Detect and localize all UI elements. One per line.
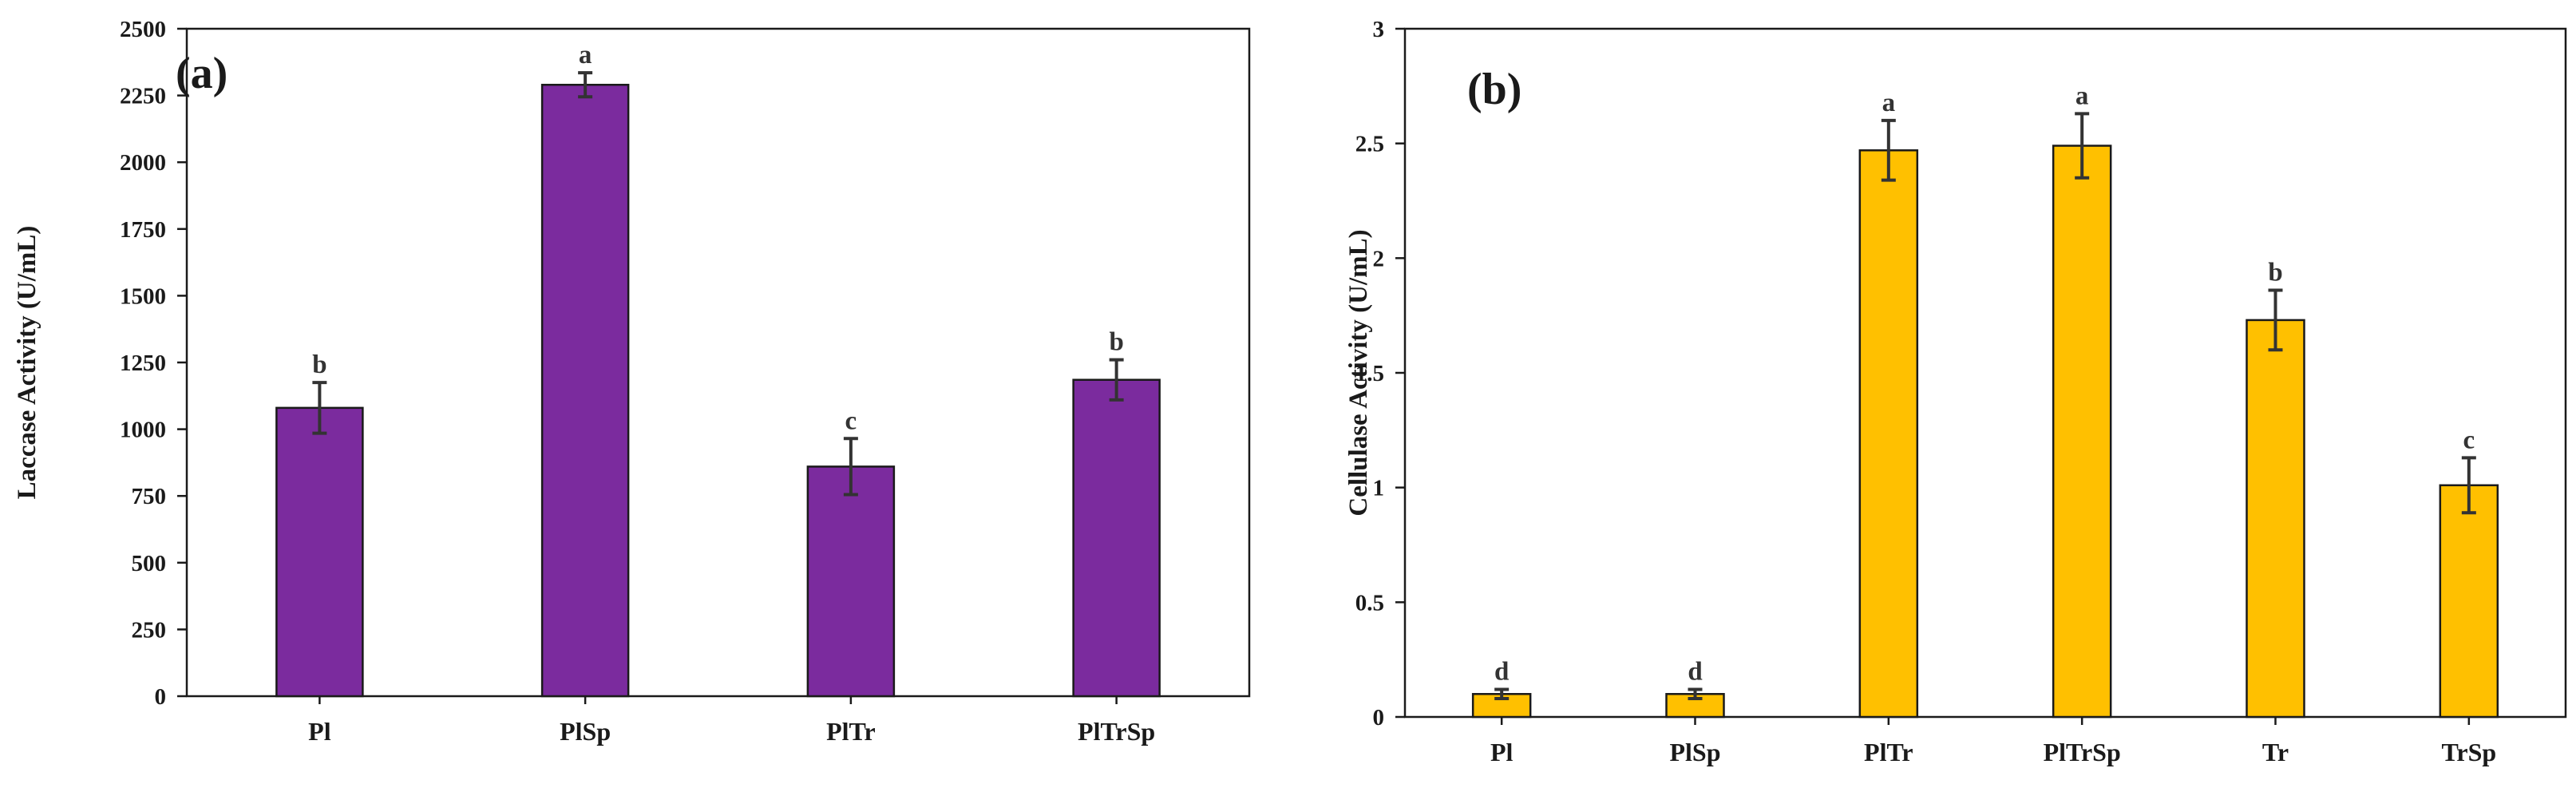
y-tick-label: 1500 <box>120 283 166 309</box>
x-category-label: PlTrSp <box>1078 717 1155 746</box>
panel-label: (a) <box>176 49 228 98</box>
y-tick-label: 1250 <box>120 350 166 376</box>
significance-letter: d <box>1494 658 1509 687</box>
bar-pltr <box>1858 149 1919 719</box>
y-tick-label: 2250 <box>120 84 166 109</box>
y-tick-label: 0 <box>155 684 167 710</box>
significance-letter: b <box>1109 328 1123 357</box>
significance-letter: a <box>579 41 592 69</box>
y-tick-label: 2 <box>1373 246 1385 271</box>
significance-letter: c <box>845 406 857 435</box>
bar-plsp <box>540 83 630 698</box>
x-category-label: PlTrSp <box>2044 738 2121 766</box>
y-tick-label: 0 <box>1373 705 1385 731</box>
significance-letter: d <box>1688 658 1702 687</box>
x-category-label: Pl <box>308 717 331 746</box>
y-tick-label: 3 <box>1373 17 1385 42</box>
significance-letter: a <box>1882 89 1896 117</box>
panel-b-cellulase-chart: 0 0.5 1 1.5 2 2.5 3 d Pl d PlSp a PlTr a PlTrSp b Tr c TrS… <box>1344 17 2567 766</box>
significance-letter: a <box>2075 81 2089 110</box>
bar-pltrsp <box>1072 378 1161 698</box>
bar-pltr <box>806 465 896 698</box>
bar-pltrsp <box>2052 145 2112 719</box>
y-axis-title: Cellulase Activity (U/mL) <box>1344 229 1373 516</box>
y-tick-label: 1.5 <box>1355 361 1384 386</box>
y-tick-label: 750 <box>132 484 167 509</box>
y-tick-label: 1 <box>1373 476 1385 501</box>
y-axis-title: Laccase Activity (U/mL) <box>13 226 42 500</box>
bar-pl <box>275 406 364 698</box>
panel-a-laccase-chart: 0 250 500 750 1000 1250 1500 1750 2000 2250 2500 b P… <box>13 17 1251 746</box>
x-category-label: PlSp <box>1669 738 1720 766</box>
y-tick-label: 2000 <box>120 150 166 176</box>
bar-tr <box>2246 319 2305 719</box>
y-tick-label: 250 <box>132 617 167 643</box>
panel-label: (b) <box>1467 65 1521 114</box>
plot-frame <box>1403 27 2567 719</box>
x-category-label: PlTr <box>826 717 876 746</box>
y-tick-label: 2500 <box>120 17 166 42</box>
y-tick-label: 2.5 <box>1355 132 1384 157</box>
x-category-label: PlSp <box>560 717 611 746</box>
x-category-label: Pl <box>1490 738 1514 766</box>
x-category-label: Tr <box>2262 738 2289 766</box>
y-tick-label: 500 <box>132 551 167 576</box>
significance-letter: c <box>2463 426 2475 454</box>
y-tick-label: 1000 <box>120 418 166 443</box>
y-tick-label: 1750 <box>120 217 166 243</box>
x-category-label: TrSp <box>2441 738 2496 766</box>
significance-letter: b <box>312 350 326 379</box>
bar-trsp <box>2439 484 2499 719</box>
x-category-label: PlTr <box>1864 738 1913 766</box>
y-tick-label: 0.5 <box>1355 590 1384 616</box>
significance-letter: b <box>2268 259 2282 287</box>
